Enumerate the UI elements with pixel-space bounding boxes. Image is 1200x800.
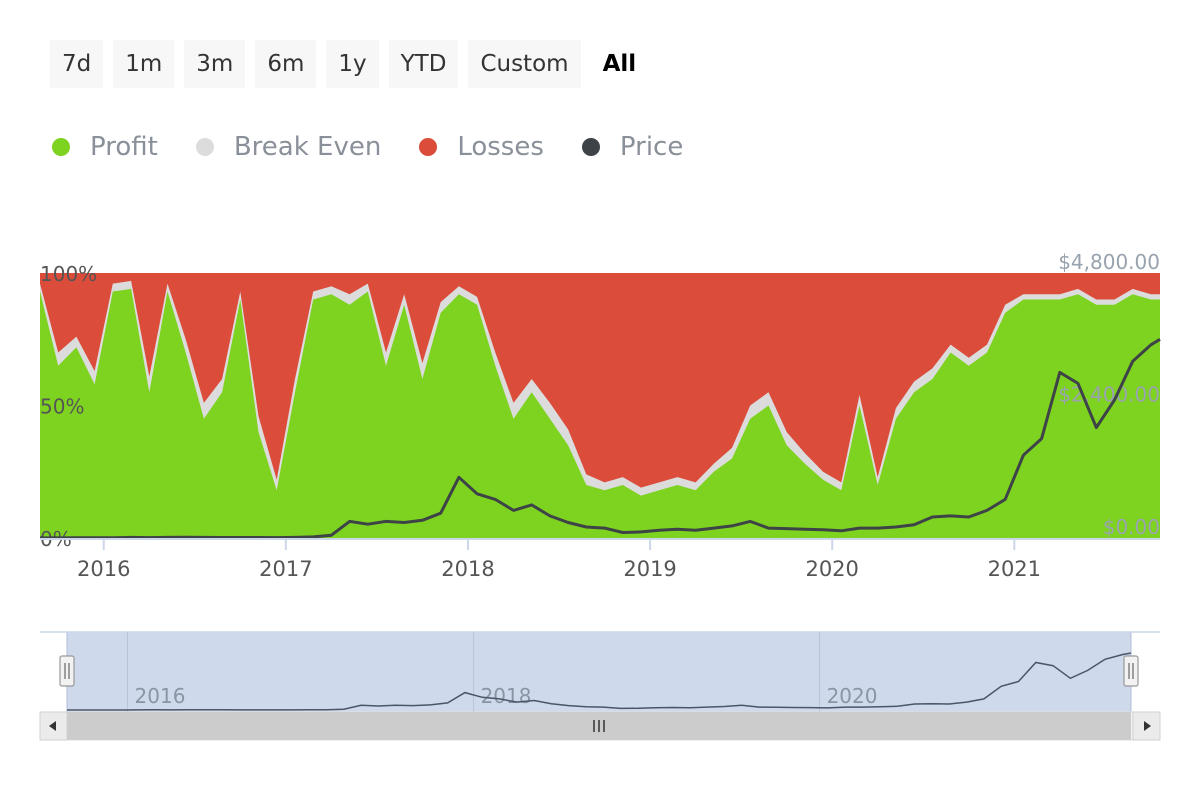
x-tick-label: 2018 bbox=[441, 557, 494, 581]
legend-marker bbox=[52, 138, 70, 156]
profit-area bbox=[40, 288, 1160, 538]
legend-item-losses[interactable]: Losses bbox=[419, 132, 544, 162]
navigator-handle-right[interactable] bbox=[1123, 655, 1139, 687]
drag-handle-icon bbox=[59, 655, 75, 687]
legend-item-price[interactable]: Price bbox=[581, 132, 684, 162]
navigator-price-line bbox=[67, 652, 1132, 711]
chart-legend: Profit Break Even Losses Price bbox=[52, 132, 721, 162]
legend-item-profit[interactable]: Profit bbox=[52, 132, 158, 162]
x-tick-label: 2019 bbox=[623, 557, 676, 581]
y-left-tick-label: 50% bbox=[40, 395, 84, 419]
legend-item-break-even[interactable]: Break Even bbox=[195, 132, 382, 162]
x-tick-label: 2020 bbox=[805, 557, 858, 581]
navigator-selected-range[interactable] bbox=[66, 631, 1132, 713]
range-selector: 7d 1m 3m 6m 1y YTD Custom All bbox=[50, 40, 658, 88]
legend-label: Price bbox=[619, 132, 684, 162]
range-button-ytd[interactable]: YTD bbox=[388, 40, 459, 88]
legend-label: Profit bbox=[90, 132, 158, 162]
navigator-tick-label: 2020 bbox=[827, 684, 878, 708]
range-button-custom[interactable]: Custom bbox=[468, 40, 581, 88]
navigator-tick-label: 2016 bbox=[135, 684, 186, 708]
scroll-right-button[interactable] bbox=[1132, 711, 1161, 741]
legend-label: Losses bbox=[457, 132, 544, 162]
legend-marker bbox=[195, 138, 214, 156]
x-tick-label: 2016 bbox=[77, 557, 130, 581]
price-line bbox=[40, 338, 1161, 540]
y-left-tick-label: 100% bbox=[40, 262, 97, 286]
arrow-right-icon bbox=[1144, 721, 1151, 731]
navigator-tick-label: 2018 bbox=[481, 684, 532, 708]
range-button-7d[interactable]: 7d bbox=[50, 40, 104, 88]
legend-label: Break Even bbox=[233, 132, 382, 162]
range-button-6m[interactable]: 6m bbox=[255, 40, 317, 88]
y-right-tick-label: $0.00 bbox=[1103, 515, 1160, 539]
range-button-all[interactable]: All bbox=[602, 51, 637, 77]
arrow-left-icon bbox=[49, 721, 56, 731]
navigator-handle-left[interactable] bbox=[59, 655, 75, 687]
drag-handle-icon bbox=[1123, 655, 1139, 687]
x-tick-label: 2017 bbox=[259, 557, 312, 581]
legend-marker bbox=[581, 138, 600, 156]
grip-icon bbox=[593, 720, 605, 732]
legend-marker bbox=[419, 138, 438, 156]
range-button-1y[interactable]: 1y bbox=[326, 40, 379, 88]
y-right-tick-label: $2,400.00 bbox=[1058, 383, 1160, 407]
range-button-1m[interactable]: 1m bbox=[113, 40, 175, 88]
range-button-3m[interactable]: 3m bbox=[184, 40, 246, 88]
y-right-tick-label: $4,800.00 bbox=[1058, 250, 1160, 274]
scroll-left-button[interactable] bbox=[39, 711, 68, 741]
x-tick-label: 2021 bbox=[988, 557, 1041, 581]
